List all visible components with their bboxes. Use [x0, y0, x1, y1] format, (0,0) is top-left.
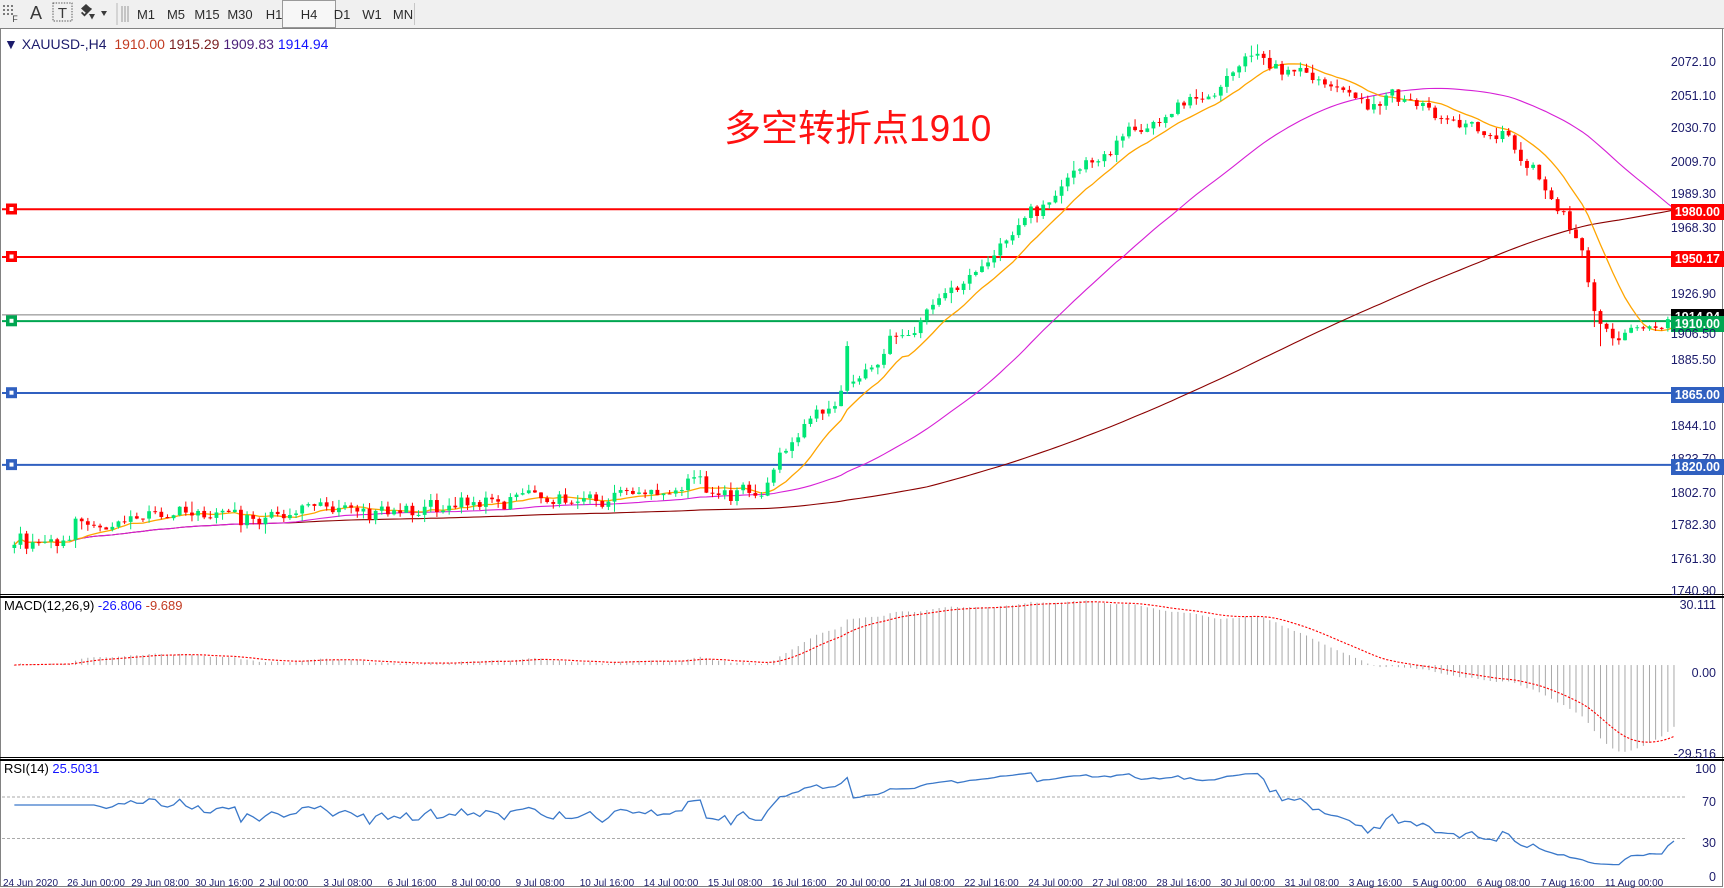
svg-text:F: F: [12, 14, 18, 24]
svg-text:A: A: [30, 3, 42, 23]
svg-text:T: T: [58, 5, 67, 22]
